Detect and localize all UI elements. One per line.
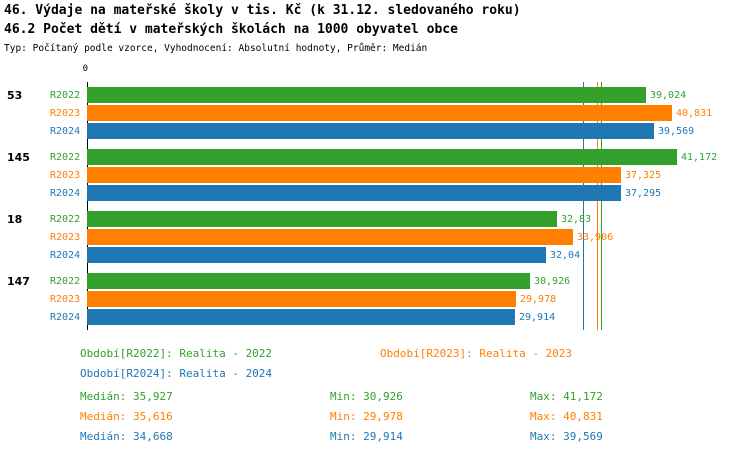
series-label: R2022: [50, 275, 81, 287]
bar-row: R2023 37,325: [0, 166, 750, 184]
stat-max-r2024: Max: 39,569: [530, 430, 603, 443]
bar-row: 18 R2022 32,83: [0, 210, 750, 228]
category-label: 18: [7, 212, 23, 226]
bar-r2023: [87, 229, 573, 245]
value-label: 30,926: [534, 275, 571, 287]
bar-r2024: [87, 247, 546, 263]
value-label: 32,83: [561, 213, 592, 225]
bar-group: 18 R2022 32,83 R2023 33,906 R2024 32,04: [0, 210, 750, 264]
series-label: R2022: [50, 89, 81, 101]
value-label: 40,831: [676, 107, 713, 119]
bar-r2022: [87, 87, 646, 103]
bar-row: 147 R2022 30,926: [0, 272, 750, 290]
stat-max-r2023: Max: 40,831: [530, 410, 603, 423]
series-label: R2022: [50, 151, 81, 163]
bar-row: R2023 33,906: [0, 228, 750, 246]
bar-r2022: [87, 149, 677, 165]
plot-area: 53 R2022 39,024 R2023 40,831 R2024 39,569 145 R2…: [0, 82, 750, 330]
bar-row: R2024 37,295: [0, 184, 750, 202]
value-label: 29,914: [519, 311, 556, 323]
chart-subtitle: Typ: Počítaný podle vzorce, Vyhodnocení:…: [4, 43, 428, 54]
median-line-r2024: [583, 82, 584, 330]
value-label: 33,906: [577, 231, 614, 243]
series-label: R2022: [50, 213, 81, 225]
series-label: R2023: [50, 107, 81, 119]
stat-min-r2024: Min: 29,914: [330, 430, 403, 443]
bar-r2023: [87, 105, 672, 121]
bar-r2022: [87, 211, 557, 227]
legend-item-r2024: Období[R2024]: Realita - 2024: [80, 367, 273, 380]
bar-group: 53 R2022 39,024 R2023 40,831 R2024 39,569: [0, 86, 750, 140]
value-label: 39,024: [650, 89, 687, 101]
value-label: 41,172: [681, 151, 718, 163]
bar-r2023: [87, 167, 621, 183]
median-line-r2023: [597, 82, 598, 330]
series-label: R2023: [50, 169, 81, 181]
bar-row: R2024 32,04: [0, 246, 750, 264]
stat-max-r2022: Max: 41,172: [530, 390, 603, 403]
category-label: 147: [7, 274, 30, 288]
stats-panel: Medián: 35,927 Min: 30,926 Max: 41,172 M…: [80, 387, 690, 447]
series-label: R2023: [50, 231, 81, 243]
axis-zero-label: 0: [82, 64, 88, 74]
page-title-line2: 46.2 Počet dětí v mateřských školách na …: [4, 22, 458, 37]
bar-r2024: [87, 123, 654, 139]
value-label: 32,04: [550, 249, 581, 261]
category-label: 53: [7, 88, 23, 102]
median-line-r2022: [601, 82, 602, 330]
stat-median-r2022: Medián: 35,927: [80, 390, 173, 403]
bar-r2024: [87, 309, 515, 325]
legend-item-r2022: Období[R2022]: Realita - 2022: [80, 347, 273, 360]
value-label: 37,325: [625, 169, 662, 181]
series-label: R2023: [50, 293, 81, 305]
series-label: R2024: [50, 311, 81, 323]
bar-row: R2023 29,978: [0, 290, 750, 308]
value-label: 37,295: [625, 187, 662, 199]
stat-median-r2024: Medián: 34,668: [80, 430, 173, 443]
stat-min-r2022: Min: 30,926: [330, 390, 403, 403]
bar-row: 145 R2022 41,172: [0, 148, 750, 166]
axis-zero-line: [87, 82, 88, 330]
stat-median-r2023: Medián: 35,616: [80, 410, 173, 423]
bar-row: R2024 39,569: [0, 122, 750, 140]
series-label: R2024: [50, 125, 81, 137]
bar-r2022: [87, 273, 530, 289]
bar-group: 145 R2022 41,172 R2023 37,325 R2024 37,295: [0, 148, 750, 202]
category-label: 145: [7, 150, 30, 164]
stat-min-r2023: Min: 29,978: [330, 410, 403, 423]
legend: Období[R2022]: Realita - 2022 Období[R20…: [80, 344, 680, 384]
legend-item-r2023: Období[R2023]: Realita - 2023: [380, 347, 573, 360]
bar-r2023: [87, 291, 516, 307]
bar-r2024: [87, 185, 621, 201]
page-title-line1: 46. Výdaje na mateřské školy v tis. Kč (…: [4, 3, 521, 18]
value-label: 39,569: [658, 125, 695, 137]
bar-row: 53 R2022 39,024: [0, 86, 750, 104]
value-label: 29,978: [520, 293, 557, 305]
bar-group: 147 R2022 30,926 R2023 29,978 R2024 29,914: [0, 272, 750, 326]
series-label: R2024: [50, 187, 81, 199]
bar-row: R2023 40,831: [0, 104, 750, 122]
series-label: R2024: [50, 249, 81, 261]
bar-row: R2024 29,914: [0, 308, 750, 326]
